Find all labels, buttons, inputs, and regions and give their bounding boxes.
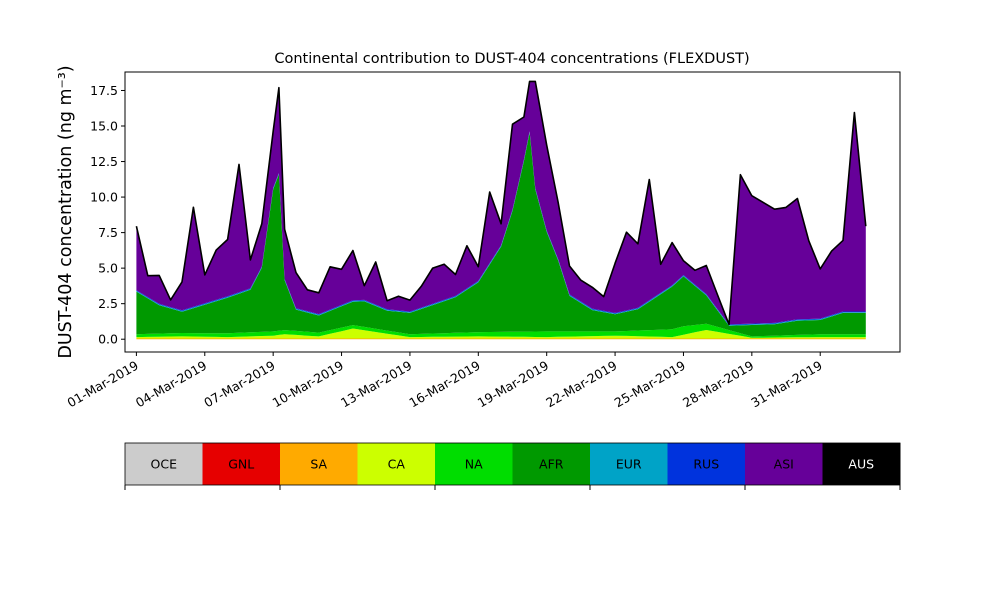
legend-colorbar: OCE GNL SA CA NA AFR EUR RUS ASI AUS [124,442,901,490]
x-tick-label: 16-Mar-2019 [406,358,482,411]
x-tick-label: 01-Mar-2019 [65,358,141,411]
y-tick-label: 2.5 [98,296,118,311]
stacked-areas [136,81,866,340]
legend-swatch-aus [822,443,901,485]
legend-swatch-na [435,443,513,485]
x-tick-label: 07-Mar-2019 [201,358,277,411]
x-tick-label: 10-Mar-2019 [270,358,346,411]
y-tick-label: 15.0 [90,119,118,134]
legend-label-rus: RUS [693,457,719,472]
legend-frame [124,442,901,486]
legend-label-ca: CA [388,457,406,472]
x-axis: 01-Mar-201904-Mar-201907-Mar-201910-Mar-… [65,352,825,410]
total-concentration-line [135,80,867,326]
area-sa [136,338,866,340]
legend-swatch-sa [280,443,358,485]
legend-swatch-rus [667,443,746,485]
legend-label-sa: SA [310,457,327,472]
y-tick-label: 17.5 [90,83,118,98]
legend-label-gnl: GNL [228,457,254,472]
area-ca [136,328,866,339]
legend-label-na: NA [465,457,483,472]
area-asi [136,81,866,325]
legend-label-eur: EUR [616,457,642,472]
plot-frame [124,71,901,353]
x-tick-label: 28-Mar-2019 [680,358,756,411]
total-line [135,80,867,326]
legend-label-afr: AFR [539,457,564,472]
x-tick-label: 25-Mar-2019 [612,358,688,411]
area-afr [136,132,866,337]
x-tick-label: 04-Mar-2019 [133,358,209,411]
y-tick-label: 12.5 [90,154,118,169]
y-tick-label: 10.0 [90,190,118,205]
legend-label-asi: ASI [774,457,794,472]
legend-swatch-ca [357,443,436,485]
y-tick-label: 0.0 [98,332,118,347]
legend-label-aus: AUS [848,457,874,472]
legend-swatch-afr [512,443,591,485]
area-na [136,323,866,338]
y-axis: 0.0 2.5 5.0 7.5 10.0 12.5 15.0 17.5 [90,83,125,347]
x-tick-label: 19-Mar-2019 [475,358,551,411]
legend-swatch-eur [590,443,668,485]
x-tick-label: 13-Mar-2019 [338,358,414,411]
legend-swatch-oce [125,443,203,485]
y-tick-label: 7.5 [98,225,118,240]
legend-swatch-gnl [202,443,281,485]
x-tick-label: 31-Mar-2019 [748,358,824,411]
legend-swatch-asi [745,443,823,485]
legend-label-oce: OCE [151,457,178,472]
y-axis-label: DUST-404 concentration (ng m⁻³) [56,65,76,358]
y-tick-label: 5.0 [98,261,118,276]
chart-title: Continental contribution to DUST-404 con… [274,51,749,67]
x-tick-label: 22-Mar-2019 [543,358,619,411]
